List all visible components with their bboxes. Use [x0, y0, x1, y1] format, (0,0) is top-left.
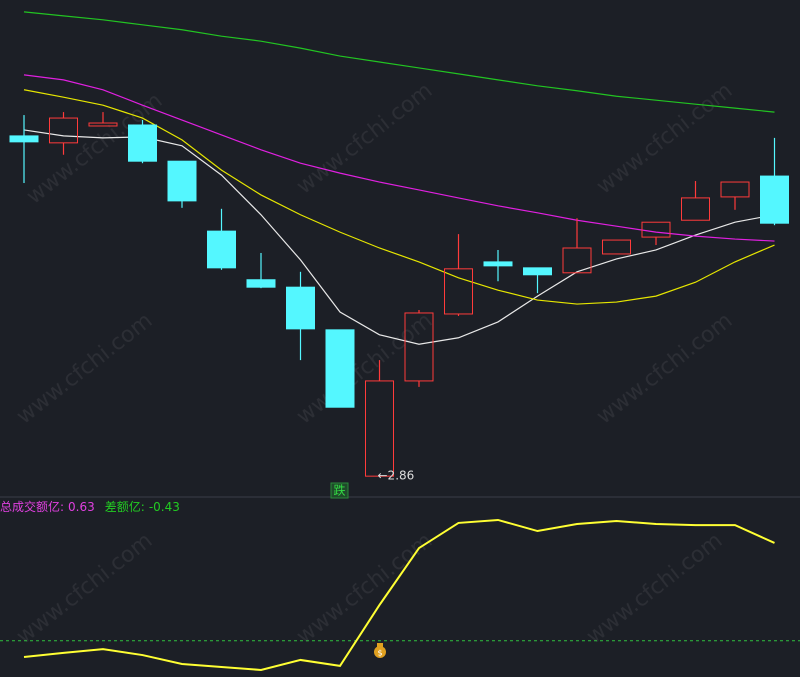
signal-label: 跌 [333, 483, 345, 498]
candle-body [483, 261, 513, 267]
moving-average [23, 89, 775, 305]
candle-body [207, 230, 236, 269]
moving-average [23, 74, 775, 242]
candle-body [404, 312, 434, 382]
legend-name: 差额亿: [105, 499, 145, 514]
moving-average [23, 11, 775, 113]
candle-body [720, 181, 750, 198]
candle-body [49, 117, 78, 144]
price-panel: ←2.86 [9, 11, 789, 483]
svg-text:$: $ [377, 649, 382, 658]
candle-body [602, 239, 631, 255]
candle-body [9, 135, 39, 143]
legend-value: -0.43 [149, 500, 180, 514]
signal-box [330, 482, 349, 499]
candle-body [128, 124, 157, 162]
candle-body [167, 160, 197, 202]
candle-body [562, 247, 592, 274]
candle-body [365, 380, 394, 477]
candle-body [641, 221, 671, 238]
indicator-legend: 总成交额亿: 0.63 差额亿: -0.43 [0, 499, 180, 514]
candle-body [444, 268, 473, 315]
candle-body [246, 279, 276, 288]
candle-body [760, 175, 789, 224]
legend-name: 总成交额亿: [0, 499, 64, 514]
low-label: ←2.86 [378, 469, 415, 483]
money-bag-icon: $ [374, 643, 386, 658]
indicator-line [23, 518, 775, 671]
indicator-panel: 总成交额亿: 0.63 差额亿: -0.43 [0, 499, 800, 671]
candle-body [286, 286, 315, 330]
candle-body [523, 267, 552, 276]
candle-body [88, 122, 118, 127]
candle-body [325, 329, 355, 408]
candle-body [681, 197, 710, 221]
legend-value: 0.63 [68, 500, 95, 514]
